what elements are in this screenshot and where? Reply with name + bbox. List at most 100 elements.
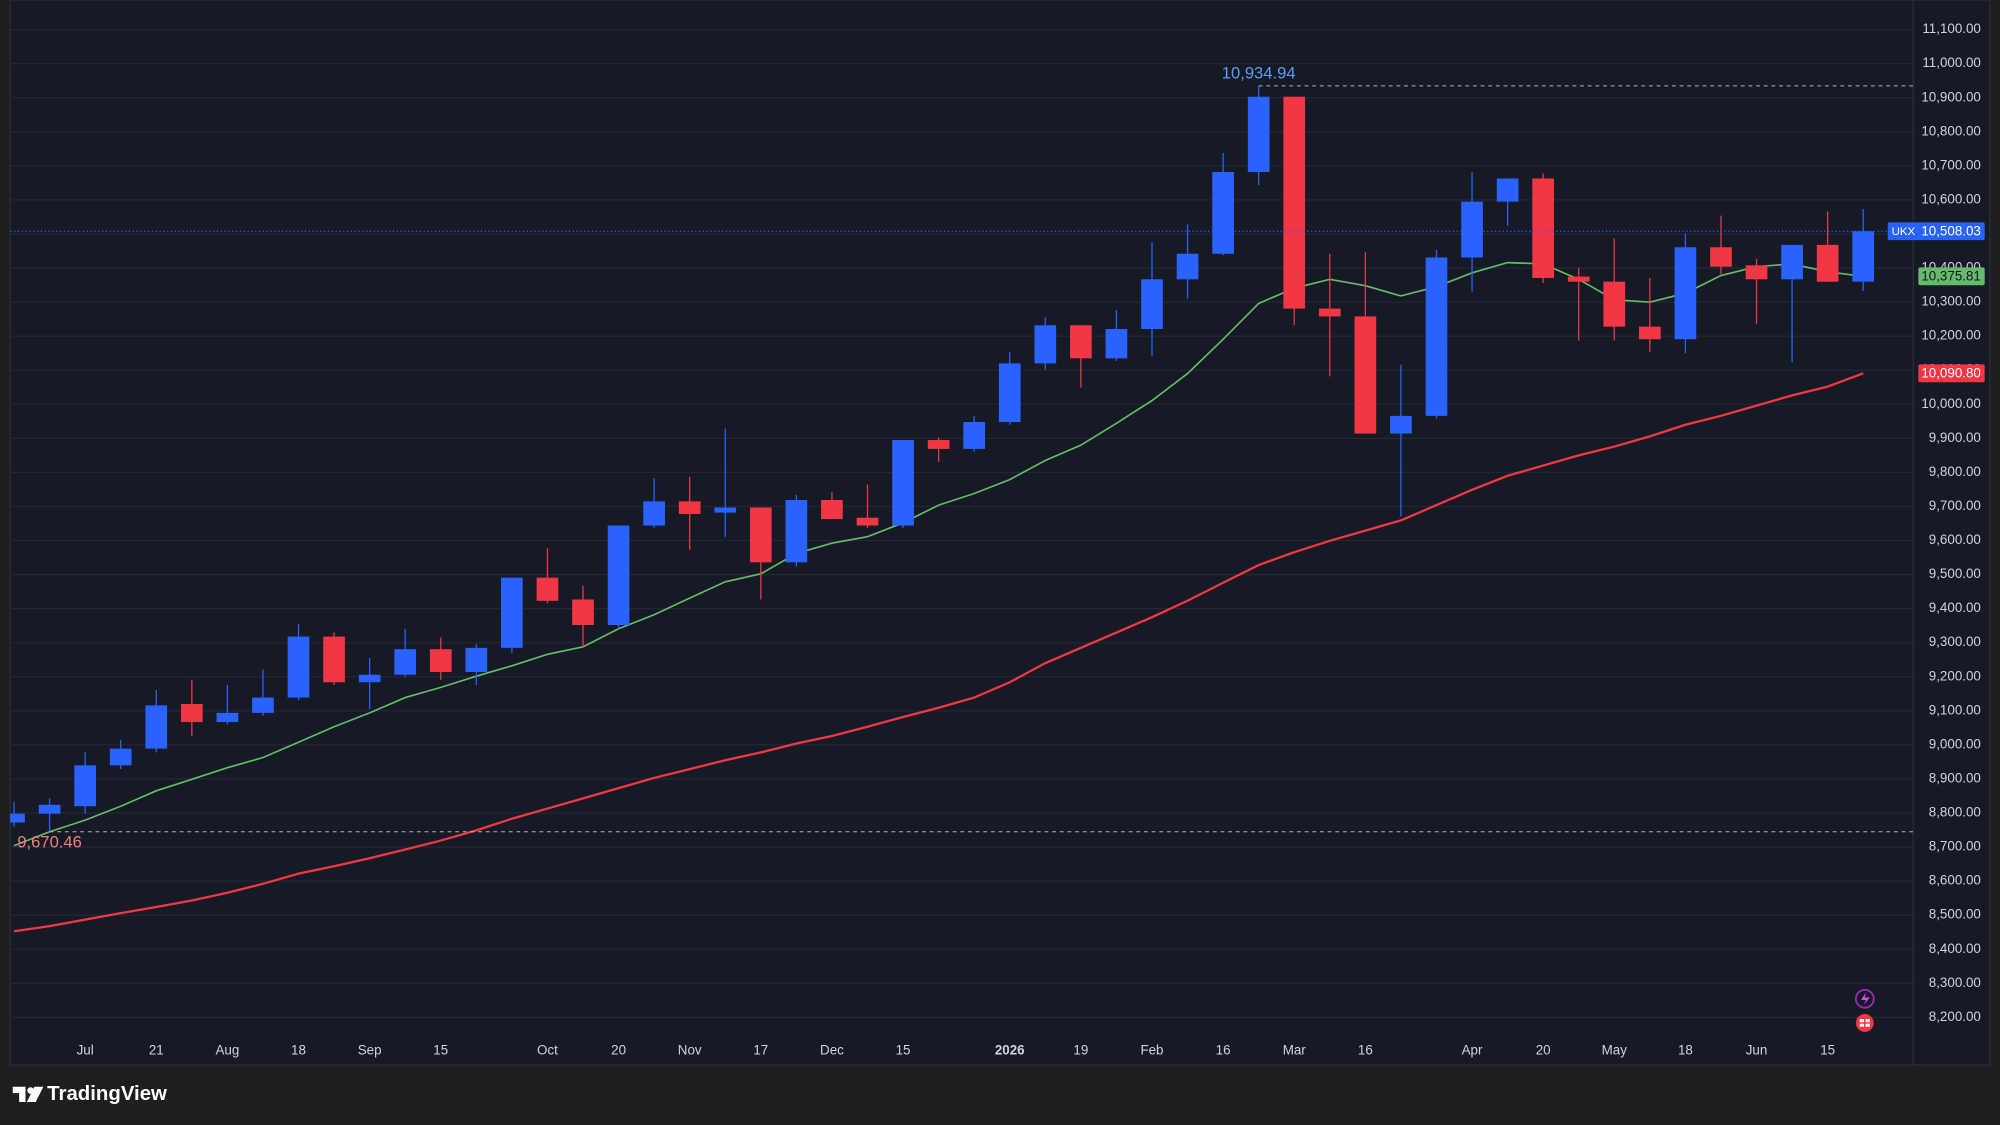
y-tick-label: 9,600.00	[1929, 532, 1981, 547]
moving-average-line	[13, 372, 1864, 933]
x-tick-label: Oct	[537, 1043, 558, 1058]
candle-body	[38, 804, 61, 814]
candle-body	[1212, 172, 1234, 254]
x-tick-label: 15	[433, 1043, 448, 1058]
candle-body	[1710, 247, 1732, 267]
x-tick-label: Aug	[215, 1043, 239, 1058]
series-value-box	[1918, 364, 1985, 383]
y-tick-label: 9,100.00	[1929, 702, 1981, 717]
candle-body	[1354, 316, 1377, 434]
plot-area	[10, 85, 1914, 933]
moving-average-line	[13, 261, 1864, 847]
candle-body	[180, 704, 203, 723]
candle-body	[1247, 96, 1270, 173]
y-tick-label: 11,100.00	[1922, 21, 1981, 36]
candle-body	[678, 501, 701, 514]
candle-body	[927, 440, 950, 449]
x-tick-label: Mar	[1283, 1043, 1307, 1058]
y-tick-label: 9,900.00	[1929, 430, 1981, 445]
candle-body	[429, 649, 452, 673]
x-tick-label: Nov	[678, 1043, 702, 1058]
y-tick-label: 8,400.00	[1929, 941, 1981, 956]
candle-body	[1105, 329, 1128, 359]
x-tick-label: Feb	[1140, 1043, 1163, 1058]
candle-body	[714, 507, 737, 513]
y-tick-label: 9,300.00	[1929, 634, 1981, 649]
x-tick-label: 19	[1073, 1043, 1088, 1058]
candle-body	[109, 748, 132, 766]
symbol-label: UKX	[1892, 226, 1916, 238]
candle-body	[465, 647, 488, 673]
candle-body	[1176, 253, 1199, 280]
y-tick-label: 9,800.00	[1929, 464, 1981, 479]
candle-body	[749, 507, 772, 563]
low-label: 9,670.46	[17, 833, 82, 852]
candle-body	[785, 499, 808, 563]
candle-body	[145, 705, 168, 749]
chart-background	[9, 0, 1991, 1066]
candle-body	[394, 649, 417, 675]
x-tick-label: 18	[291, 1043, 306, 1058]
candle-body	[1141, 279, 1163, 330]
candle-body	[1781, 244, 1803, 280]
candle-body	[216, 712, 239, 723]
x-tick-label: 20	[611, 1043, 626, 1058]
candle-body	[1318, 308, 1341, 317]
y-tick-label: 10,200.00	[1921, 328, 1981, 343]
y-tick-label: 8,900.00	[1929, 770, 1981, 785]
candle-body	[1283, 96, 1306, 309]
x-tick-label: 15	[896, 1043, 911, 1058]
x-tick-label: May	[1602, 1043, 1628, 1058]
candle-body	[963, 422, 986, 449]
candle-body	[1745, 265, 1768, 280]
candle-body	[1816, 244, 1839, 282]
high-label: 10,934.94	[1222, 64, 1296, 83]
branding: TradingView	[47, 1083, 167, 1105]
x-tick-label: 17	[753, 1043, 768, 1058]
y-tick-label: 10,000.00	[1921, 396, 1981, 411]
candle-body	[323, 636, 345, 683]
grid	[10, 28, 1914, 1019]
series-value-box	[1918, 267, 1985, 286]
series-value-label: 10,090.80	[1921, 366, 1981, 381]
y-tick-label: 10,700.00	[1921, 157, 1981, 172]
candle-body	[1461, 201, 1483, 258]
candle-body	[10, 813, 25, 823]
candle-body	[821, 499, 843, 520]
last-price-label: 10,508.03	[1921, 223, 1981, 238]
candle-body	[1496, 178, 1519, 202]
candle-body	[1390, 415, 1412, 434]
y-tick-label: 10,300.00	[1921, 294, 1981, 309]
y-tick-label: 10,800.00	[1921, 123, 1981, 138]
candle-body	[536, 577, 559, 601]
y-tick-label: 9,700.00	[1929, 498, 1981, 513]
candle-body	[1674, 247, 1697, 340]
x-tick-label: 20	[1536, 1043, 1551, 1058]
y-tick-label: 11,000.00	[1922, 55, 1981, 70]
last-price-box	[1887, 222, 1985, 241]
candle-body	[1639, 326, 1661, 340]
y-tick-label: 8,600.00	[1929, 873, 1981, 888]
y-tick-label: 8,700.00	[1929, 839, 1981, 854]
candle-body	[74, 765, 96, 807]
candle-body	[1852, 231, 1875, 282]
y-tick-label: 10,600.00	[1921, 191, 1981, 206]
candle-body	[1070, 325, 1092, 359]
y-tick-label: 9,500.00	[1929, 566, 1981, 581]
y-tick-label: 8,200.00	[1929, 1009, 1981, 1024]
candle-body	[643, 501, 665, 526]
series-value-label: 10,375.81	[1921, 268, 1981, 283]
y-tick-label: 9,000.00	[1929, 736, 1981, 751]
y-tick-label: 9,200.00	[1929, 668, 1981, 683]
x-tick-label: 15	[1820, 1043, 1835, 1058]
y-tick-label: 8,800.00	[1929, 805, 1981, 820]
candle-body	[287, 636, 310, 698]
x-tick-label: 16	[1216, 1043, 1231, 1058]
candle-body	[358, 674, 381, 683]
candle-body	[607, 525, 630, 625]
candle-body	[1603, 281, 1626, 327]
x-tick-label: 16	[1358, 1043, 1373, 1058]
x-tick-label: 21	[149, 1043, 164, 1058]
